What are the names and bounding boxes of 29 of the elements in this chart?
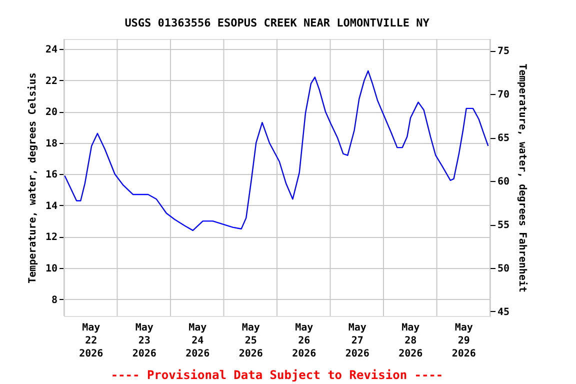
y2-tick-label: 55 [498, 220, 510, 232]
y2-tick-label: 45 [498, 306, 510, 318]
y-tick-label: 10 [45, 263, 58, 274]
chart-title: USGS 01363556 ESOPUS CREEK NEAR LOMONTVILLE NY [124, 16, 430, 30]
y-axis-title: Temperature, water, degrees Celsius [26, 72, 38, 284]
y2-tick-label: 70 [498, 90, 510, 101]
x-tick-label: May 23 2026 [132, 322, 156, 360]
y-tick-label: 16 [45, 170, 58, 181]
y-tick-label: 20 [45, 107, 58, 118]
y-tick-label: 18 [45, 138, 58, 150]
y2-tick-label: 50 [498, 263, 510, 274]
y2-tick-label: 75 [498, 46, 510, 58]
y-tick-label: 22 [45, 76, 58, 87]
x-tick-label: May 26 2026 [292, 322, 316, 360]
y-tick-label: 14 [45, 200, 58, 212]
text: ---- Provisional Data Subject to Revision ---- [110, 368, 444, 382]
x-tick-label: May 27 2026 [345, 322, 370, 360]
x-tick-label: May 22 2026 [79, 322, 104, 360]
x-tick-label: May 25 2026 [238, 322, 263, 360]
y2-tick-label: 60 [498, 176, 510, 188]
x-tick-label: May 24 2026 [186, 322, 210, 360]
x-tick-label: May 29 2026 [452, 322, 476, 360]
line-series [64, 70, 489, 232]
x-tick-label: May 28 2026 [398, 322, 423, 360]
y2-axis-title: Temperature, water, degrees Fahrenheit [516, 64, 529, 292]
y-tick-label: 12 [45, 232, 58, 244]
y-tick-label: 24 [45, 44, 58, 56]
y2-tick-label: 65 [498, 133, 510, 144]
y-tick-label: 8 [51, 294, 58, 306]
